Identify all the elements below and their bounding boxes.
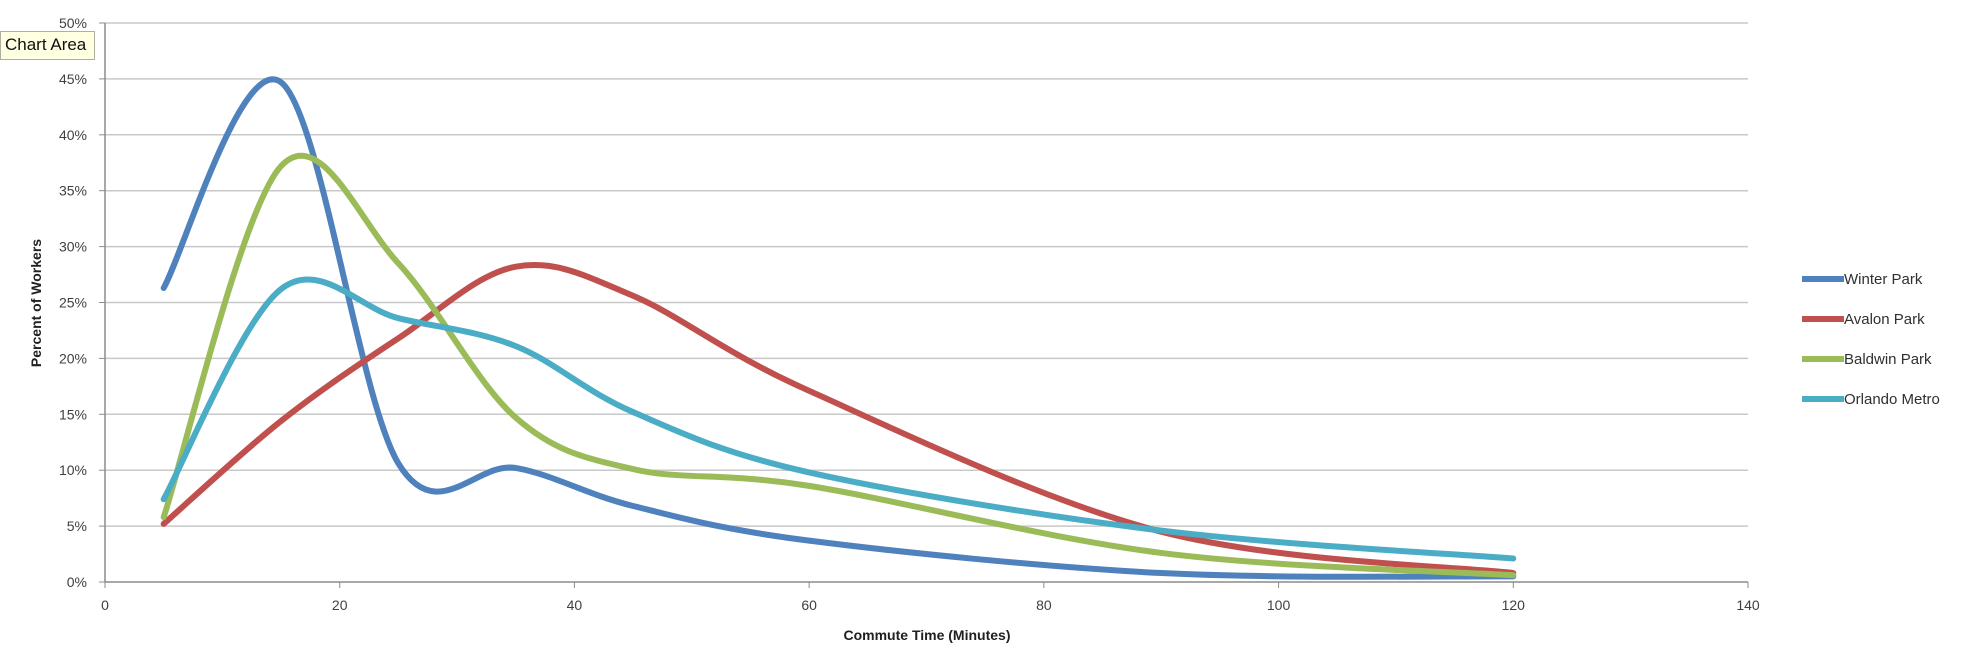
legend: Winter Park Avalon Park Baldwin Park Orland… — [1802, 271, 1940, 408]
y-tick-label: 50% — [59, 15, 87, 31]
chart-area-tooltip: Chart Area — [0, 31, 96, 60]
legend-label-avalon-park: Avalon Park — [1844, 311, 1925, 328]
y-tick-label: 30% — [59, 239, 87, 255]
x-tick-label: 80 — [1036, 597, 1052, 613]
x-tick-label: 120 — [1502, 597, 1526, 613]
y-tick-label: 25% — [59, 295, 87, 311]
x-tick-label: 40 — [567, 597, 583, 613]
x-tick-label: 140 — [1736, 597, 1760, 613]
x-tick-label: 20 — [332, 597, 348, 613]
series-line-baldwin-park — [160, 152, 1517, 579]
y-tick-label: 40% — [59, 127, 87, 143]
series-lines — [160, 76, 1517, 580]
y-tick-label: 5% — [67, 518, 87, 534]
x-tick-label: 0 — [101, 597, 109, 613]
legend-label-orlando-metro: Orlando Metro — [1844, 391, 1940, 408]
y-tick-label: 0% — [67, 574, 87, 590]
gridlines — [105, 22, 1748, 527]
y-axis-title: Percent of Workers — [28, 239, 44, 367]
axes: 0% 5% 10% 15% 20% 25% 30% 35% 40% 45% 50% 0 20 40 60 80… — [59, 15, 1760, 613]
y-tick-label: 15% — [59, 406, 87, 422]
series-line-orlando-metro — [160, 276, 1517, 562]
x-axis-title: Commute Time (Minutes) — [844, 627, 1011, 643]
y-tick-label: 20% — [59, 350, 87, 366]
series-line-winter-park — [160, 76, 1517, 580]
y-tick-label: 35% — [59, 183, 87, 199]
legend-label-baldwin-park: Baldwin Park — [1844, 351, 1932, 368]
x-tick-label: 60 — [801, 597, 817, 613]
x-tick-label: 100 — [1267, 597, 1291, 613]
legend-label-winter-park: Winter Park — [1844, 271, 1923, 288]
y-tick-label: 10% — [59, 462, 87, 478]
y-tick-label: 45% — [59, 71, 87, 87]
